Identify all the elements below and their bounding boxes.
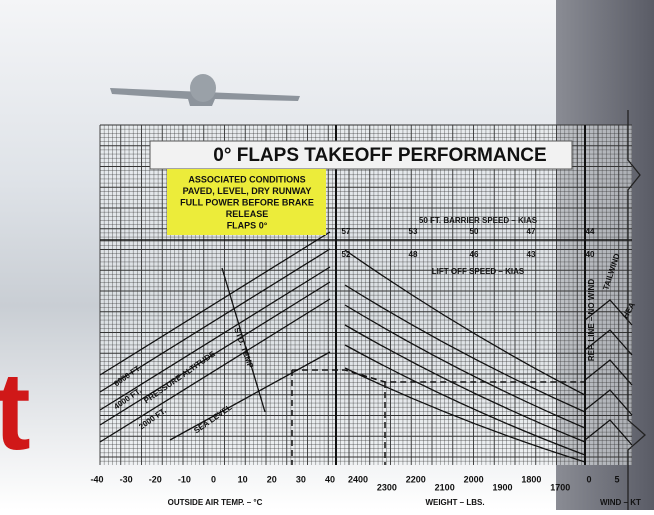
weight-tick-label: 1700 [550,482,570,492]
airplane [110,74,300,106]
weight-tick-label: 2200 [406,474,426,484]
barrier-speed: 47 [527,227,536,236]
temp-axis-label: OUTSIDE AIR TEMP. – °C [168,498,263,507]
barrier-speed: 44 [586,227,595,236]
temp-tick-label: -10 [178,474,191,484]
altitude-line [99,266,331,411]
altitude-line [99,248,331,393]
weight-tick-label: 2000 [464,474,484,484]
weight-line [344,344,586,456]
line-label: REF. LINE – NO WIND [587,279,596,361]
wind-line [584,329,633,356]
barrier-speed-label: 50 FT. BARRIER SPEED – KIAS [419,216,538,225]
liftoff-speed: 48 [409,250,418,259]
wind-line [584,359,633,386]
altitude-line [99,298,331,443]
temp-tick-label: -30 [120,474,133,484]
conditions-box [167,169,326,235]
temp-tick-label: 40 [325,474,335,484]
altitude-line [99,231,331,376]
weight-line [344,304,586,429]
weight-tick-label: 2400 [348,474,368,484]
condition-line: FULL POWER BEFORE BRAKE [180,197,314,207]
wind-tick-label: 5 [614,474,619,484]
conditions: ASSOCIATED CONDITIONS PAVED, LEVEL, DRY R… [180,174,314,230]
altitude-line [99,281,331,426]
condition-line: RELEASE [226,209,269,219]
weight-line [344,284,586,413]
liftoff-speed: 40 [586,250,595,259]
wind-line [584,419,633,446]
barrier-speed: 57 [342,227,351,236]
barrier-speed: 53 [409,227,418,236]
condition-line: ASSOCIATED CONDITIONS [188,174,305,184]
wind-tick-label: 0 [586,474,591,484]
temp-tick-label: -40 [90,474,103,484]
condition-line: FLAPS 0° [227,220,268,230]
weight-tick-label: 1800 [521,474,541,484]
temp-tick-label: 30 [296,474,306,484]
temp-tick-label: 20 [267,474,277,484]
chart-lines [99,110,646,510]
example-path [292,369,585,383]
liftoff-speed: 43 [527,250,536,259]
title: 0° FLAPS TAKEOFF PERFORMANCE [213,145,546,166]
condition-line: PAVED, LEVEL, DRY RUNWAY [183,186,312,196]
title-box [149,140,573,170]
weight-line [344,367,586,463]
weight-axis-label: WEIGHT – LBS. [425,498,484,507]
brand-letter: t [0,350,31,473]
example-path [291,370,386,465]
std-temp-line [221,267,266,413]
temp-tick-label: 0 [211,474,216,484]
sea-level-line [169,351,331,441]
weight-line [344,324,586,443]
edge-zigzag [627,110,646,510]
liftoff-speed-label: LIFT OFF SPEED – KIAS [432,267,525,276]
barrier-speed: 50 [470,227,479,236]
wind-axis-label: WIND – KT [600,498,641,507]
weight-line [344,249,586,396]
liftoff-speed: 46 [470,250,479,259]
weight-tick-label: 1900 [492,482,512,492]
weight-tick-label: 2300 [377,482,397,492]
temp-tick-label: -20 [149,474,162,484]
wind-line [584,389,633,416]
weight-tick-label: 2100 [435,482,455,492]
temp-tick-label: 10 [238,474,248,484]
liftoff-speed: 52 [342,250,351,259]
wind-line [584,299,633,326]
